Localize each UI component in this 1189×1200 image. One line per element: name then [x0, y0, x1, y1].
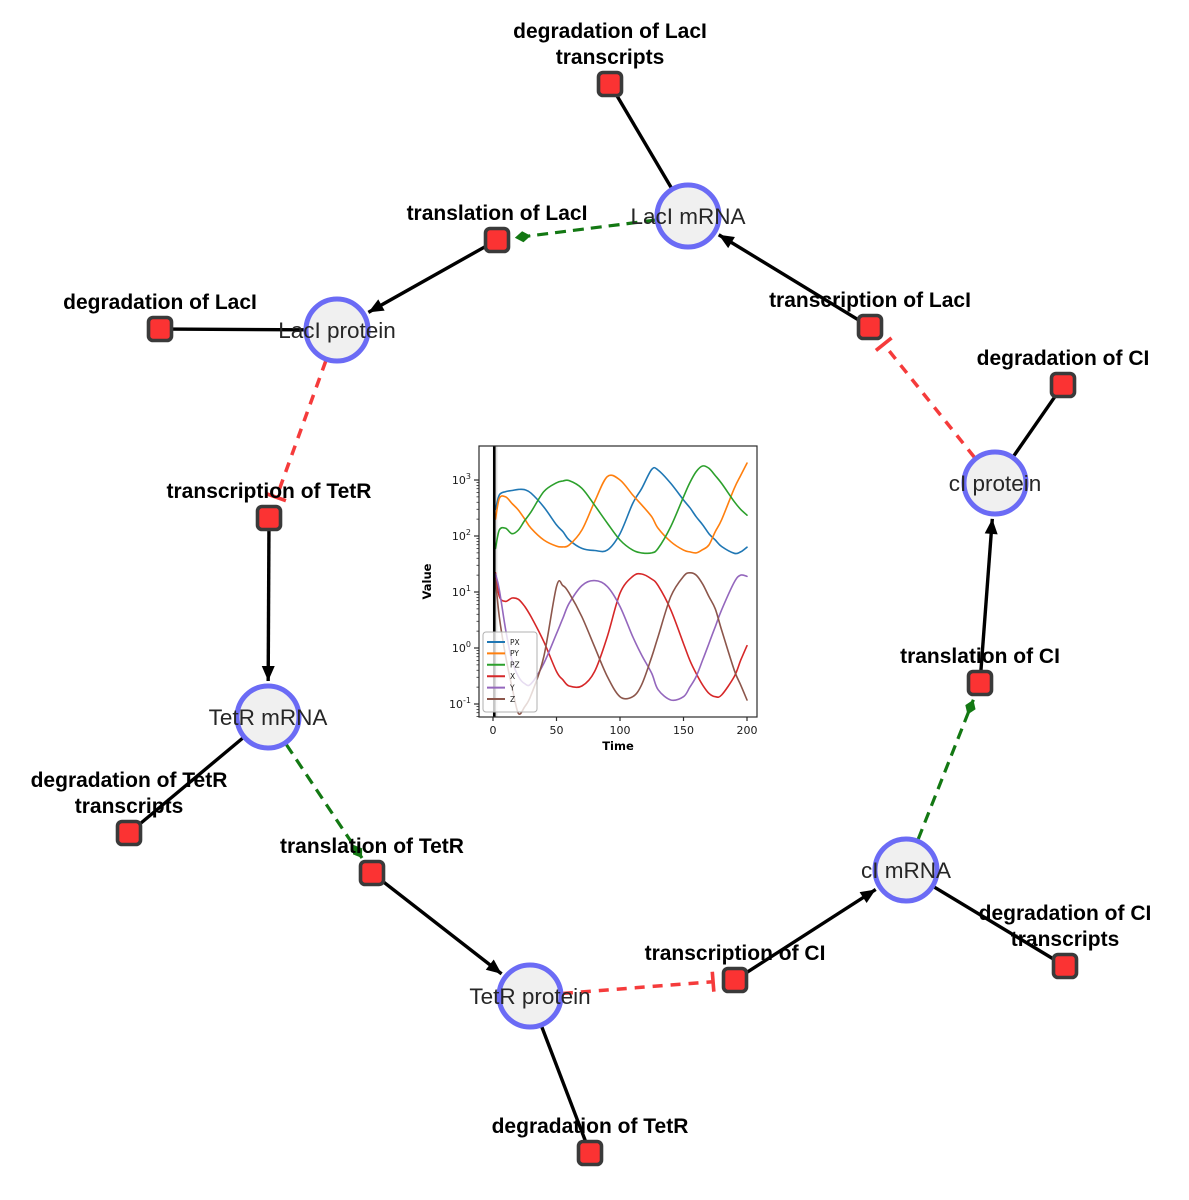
edge-inhibition-sp_tetr_prot-rx_tx_ci [562, 971, 716, 996]
legend-label-PX: PX [510, 638, 520, 647]
x-tick-label: 100 [610, 724, 631, 737]
reaction-label-rx_tx_laci-line0: transcription of LacI [769, 289, 971, 312]
edges-layer [134, 90, 1060, 1147]
reaction-node-rx_tl_laci[interactable] [483, 226, 511, 254]
species-label-sp_tetr_mrna: TetR mRNA [209, 705, 328, 730]
legend-label-PY: PY [510, 649, 519, 658]
reaction-label-rx_deg_laci_tx-line0: degradation of LacI [513, 20, 707, 43]
reaction-label-rx_tl_laci-line0: translation of LacI [407, 202, 588, 225]
legend-label-X: X [510, 672, 515, 681]
y-tick-label: 100 [452, 640, 471, 655]
y-tick-label: 103 [452, 472, 471, 487]
edge-reactant-sp_tetr_mrna-rx_deg_tetr_tx [134, 736, 245, 830]
species-label-sp_tetr_prot: TetR protein [469, 984, 590, 1009]
reaction-node-rx_deg_tetr_tx[interactable] [115, 819, 143, 847]
edge-product-rx_tx_laci-sp_laci_mrna [717, 233, 865, 325]
species-node-sp_tetr_mrna[interactable] [234, 683, 302, 751]
edge-reactant-sp_ci_mrna-rx_deg_ci_tx [932, 885, 1060, 964]
edge-inhibition-sp_laci_prot-rx_tx_tetr [266, 360, 328, 503]
reaction-node-rx_deg_laci[interactable] [146, 315, 174, 343]
edge-inhibition-sp_ci_prot-rx_tx_laci [874, 336, 976, 459]
x-tick-label: 0 [490, 724, 497, 737]
x-tick-label: 200 [737, 724, 758, 737]
reaction-node-rx_deg_tetr[interactable] [576, 1139, 604, 1167]
reaction-label-rx_deg_tetr_tx-line0: degradation of TetR [31, 769, 228, 792]
labels-layer: LacI mRNA LacI protein TetR mRNA TetR prote… [31, 20, 1152, 1138]
series-line-PX [494, 466, 748, 555]
reaction-label-rx_deg_laci-line0: degradation of LacI [63, 291, 257, 314]
reaction-node-rx_deg_ci[interactable] [1049, 371, 1077, 399]
reaction-label-rx_deg_tetr_tx-line1: transcripts [75, 795, 184, 818]
species-label-sp_laci_mrna: LacI mRNA [630, 204, 745, 229]
reaction-label-rx_deg_tetr-line0: degradation of TetR [492, 1115, 689, 1138]
reaction-label-rx_tl_tetr-line0: translation of TetR [280, 835, 464, 858]
edge-modifier-sp_laci_mrna-rx_tl_laci [514, 218, 656, 243]
x-axis-label: Time [602, 739, 634, 753]
species-label-sp_ci_prot: cI protein [949, 471, 1042, 496]
edge-reactant-sp_laci_prot-rx_deg_laci [167, 327, 306, 332]
species-node-sp_laci_prot[interactable] [303, 296, 371, 364]
x-tick-label: 150 [673, 724, 694, 737]
species-node-sp_laci_mrna[interactable] [654, 182, 722, 250]
reaction-label-rx_tx_tetr-line0: transcription of TetR [167, 480, 372, 503]
series-line-PY [494, 462, 748, 554]
species-label-sp_laci_prot: LacI protein [278, 318, 396, 343]
reaction-label-rx_tl_ci-line0: translation of CI [900, 645, 1060, 668]
legend-label-Z: Z [510, 695, 515, 704]
series-line-X [494, 572, 748, 698]
edge-product-rx_tl_ci-sp_ci_prot [978, 518, 998, 676]
edge-product-rx_tx_ci-sp_ci_mrna [740, 888, 877, 978]
y-tick-label: 10-1 [449, 696, 471, 711]
edge-reactant-sp_laci_mrna-rx_deg_laci_tx [612, 90, 674, 190]
reaction-node-rx_tl_tetr[interactable] [358, 859, 386, 887]
series-line-PZ [494, 465, 748, 555]
reaction-node-rx_deg_ci_tx[interactable] [1051, 952, 1079, 980]
species-node-sp_tetr_prot[interactable] [496, 962, 564, 1030]
edge-modifier-sp_ci_mrna-rx_tl_ci [916, 699, 976, 840]
reaction-label-rx_tx_ci-line0: transcription of CI [645, 942, 826, 965]
edge-reactant-sp_ci_prot-rx_deg_ci [1011, 390, 1060, 458]
y-tick-label: 101 [452, 584, 471, 599]
y-axis-label: Value [420, 563, 434, 599]
y-tick-label: 102 [452, 528, 471, 543]
reaction-node-rx_deg_laci_tx[interactable] [596, 70, 624, 98]
legend-box [482, 631, 538, 713]
nodes-layer [115, 70, 1079, 1167]
reaction-node-rx_tx_ci[interactable] [721, 966, 749, 994]
legend: PX PY PZ XYZ [482, 631, 538, 713]
reaction-node-rx_tx_tetr[interactable] [255, 504, 283, 532]
species-node-sp_ci_mrna[interactable] [872, 836, 940, 904]
reaction-node-rx_tx_laci[interactable] [856, 313, 884, 341]
species-label-sp_ci_mrna: cI mRNA [861, 858, 951, 883]
reaction-label-rx_deg_ci_tx-line1: transcripts [1011, 928, 1120, 951]
edge-product-rx_tl_laci-sp_laci_prot [367, 242, 491, 314]
reaction-label-rx_deg_laci_tx-line1: transcripts [556, 46, 665, 69]
species-node-sp_ci_prot[interactable] [961, 449, 1029, 517]
plot-frame [478, 445, 758, 718]
edge-product-rx_tx_tetr-sp_tetr_mrna [261, 525, 275, 682]
reaction-label-rx_deg_ci-line0: degradation of CI [977, 347, 1150, 370]
reaction-node-rx_tl_ci[interactable] [966, 669, 994, 697]
reaction-label-rx_deg_ci_tx-line0: degradation of CI [979, 902, 1152, 925]
x-tick-label: 50 [550, 724, 564, 737]
legend-label-PZ: PZ [510, 661, 520, 670]
edge-modifier-sp_tetr_mrna-rx_tl_tetr [284, 743, 364, 859]
edge-reactant-sp_tetr_prot-rx_deg_tetr [539, 1025, 589, 1147]
legend-label-Y: Y [509, 683, 515, 692]
timeseries-plot: 0 50 100 150 20010310210110010-1TimeValuePXP… [420, 445, 758, 753]
edge-product-rx_tl_tetr-sp_tetr_prot [377, 876, 503, 976]
